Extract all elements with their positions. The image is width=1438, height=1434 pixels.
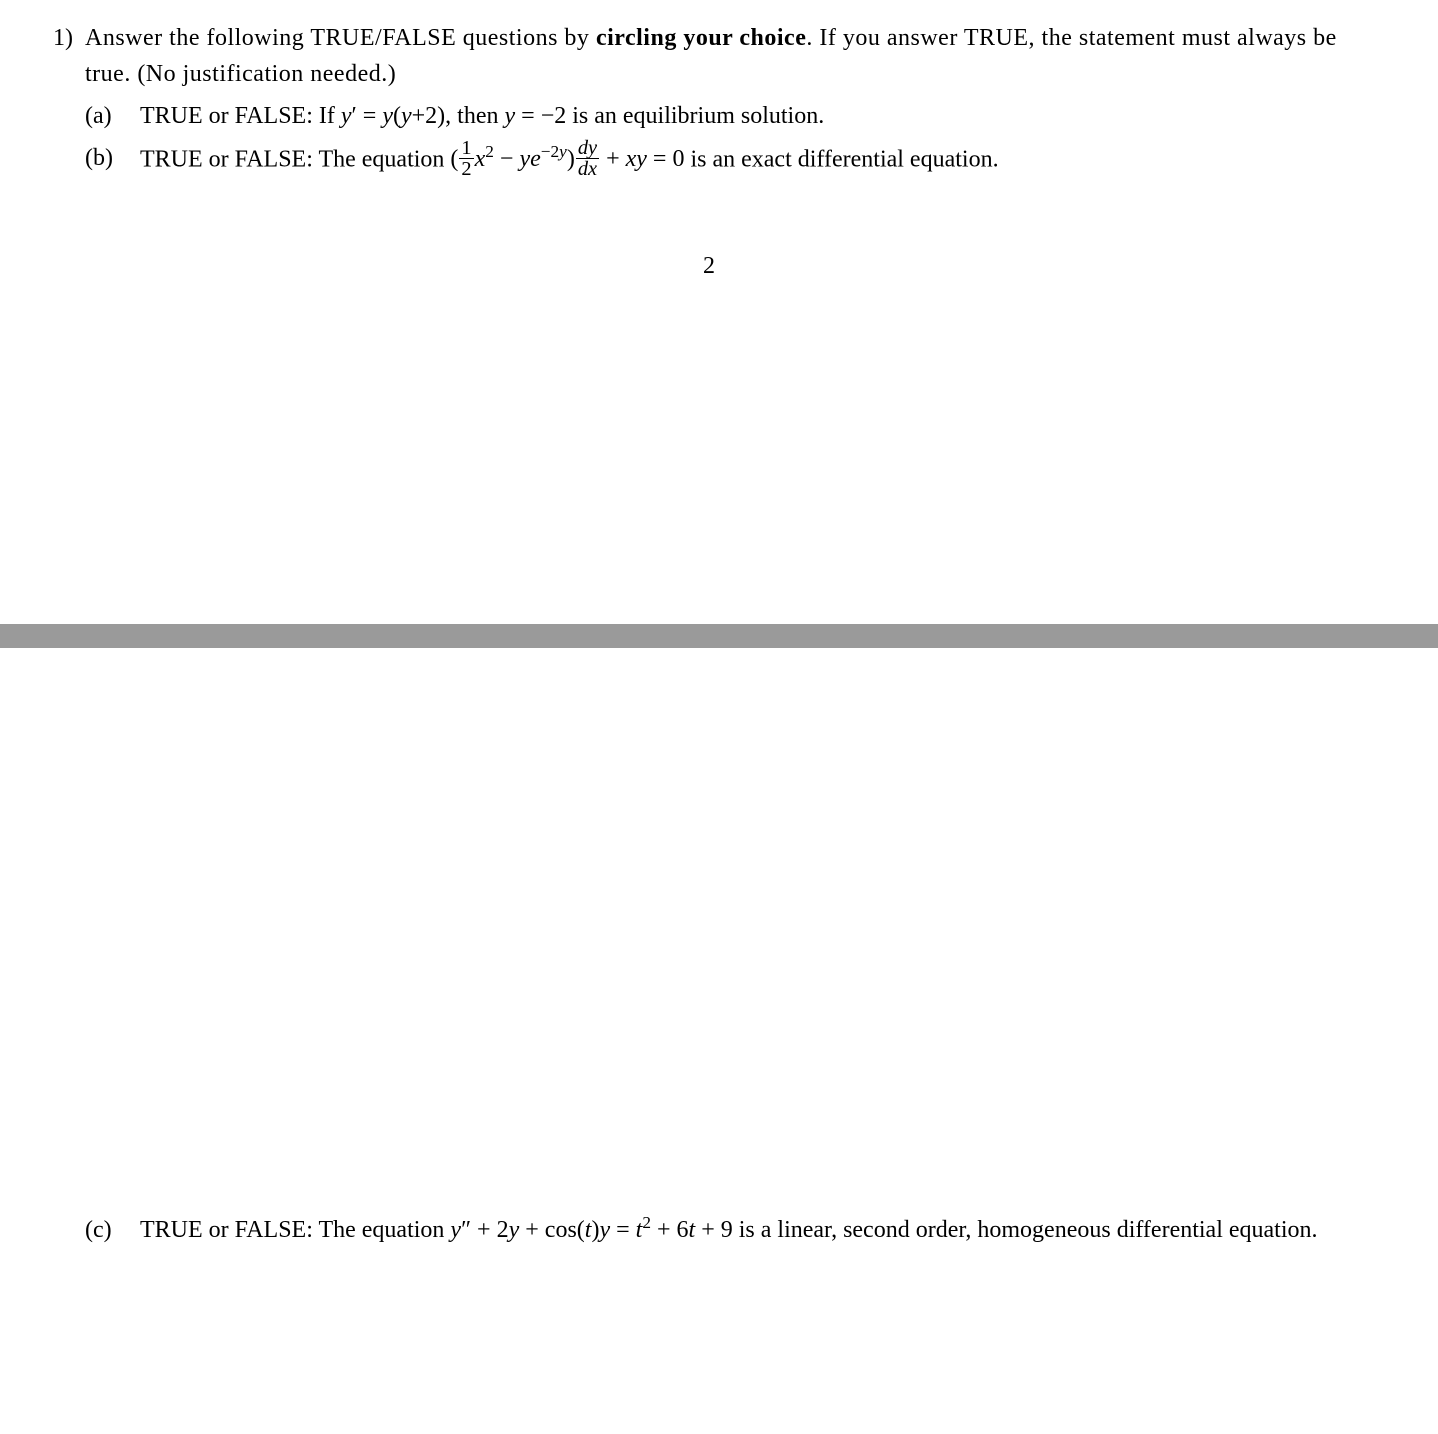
item-a-label: (a) (85, 98, 140, 134)
item-c-math: y″ + 2y + cos(t)y = t2 + 6t + 9 (450, 1217, 732, 1243)
subitems: (a) TRUE or FALSE: If y′ = y(y+2), then … (85, 98, 1388, 182)
item-b-prefix: TRUE or FALSE: The equation (140, 146, 450, 172)
item-a-math: y′ = y(y+2) (341, 103, 445, 129)
subitems-continued: (c) TRUE or FALSE: The equation y″ + 2y … (85, 1212, 1388, 1248)
problem-1: 1) Answer the following TRUE/FALSE quest… (30, 20, 1388, 188)
item-a-prefix: TRUE or FALSE: If (140, 103, 341, 129)
page-number: 2 (30, 248, 1388, 284)
item-c: (c) TRUE or FALSE: The equation y″ + 2y … (85, 1212, 1388, 1248)
page: 1) Answer the following TRUE/FALSE quest… (0, 0, 1438, 364)
item-c-suffix: is a linear, second order, homogeneous d… (733, 1217, 1318, 1243)
problem-content: Answer the following TRUE/FALSE question… (85, 20, 1388, 188)
item-a-mid: , then (445, 103, 504, 129)
item-c-label: (c) (85, 1212, 140, 1248)
item-b: (b) TRUE or FALSE: The equation (12x2 − … (85, 140, 1388, 182)
item-a-math2: y = −2 (505, 103, 567, 129)
instruction-lead: Answer the following TRUE/FALSE question… (85, 25, 596, 51)
divider-bar (0, 624, 1438, 648)
item-b-suffix: is an exact differential equation. (684, 146, 998, 172)
continued-content: (c) TRUE or FALSE: The equation y″ + 2y … (85, 1208, 1388, 1254)
page-break (0, 624, 1438, 648)
page-2: (c) TRUE or FALSE: The equation y″ + 2y … (0, 1188, 1438, 1274)
item-a-suffix: is an equilibrium solution. (566, 103, 824, 129)
item-a: (a) TRUE or FALSE: If y′ = y(y+2), then … (85, 98, 1388, 134)
item-a-content: TRUE or FALSE: If y′ = y(y+2), then y = … (140, 98, 1388, 134)
item-b-label: (b) (85, 140, 140, 176)
instruction-bold: circling your choice (596, 25, 806, 51)
item-c-prefix: TRUE or FALSE: The equation (140, 1217, 450, 1243)
problem-number: 1) (30, 20, 85, 56)
item-b-content: TRUE or FALSE: The equation (12x2 − ye−2… (140, 140, 1388, 182)
instruction: Answer the following TRUE/FALSE question… (85, 20, 1388, 92)
item-c-content: TRUE or FALSE: The equation y″ + 2y + co… (140, 1212, 1388, 1248)
item-b-math: (12x2 − ye−2y)dydx + xy = 0 (450, 146, 684, 172)
problem-1-continued: (c) TRUE or FALSE: The equation y″ + 2y … (30, 1208, 1388, 1254)
